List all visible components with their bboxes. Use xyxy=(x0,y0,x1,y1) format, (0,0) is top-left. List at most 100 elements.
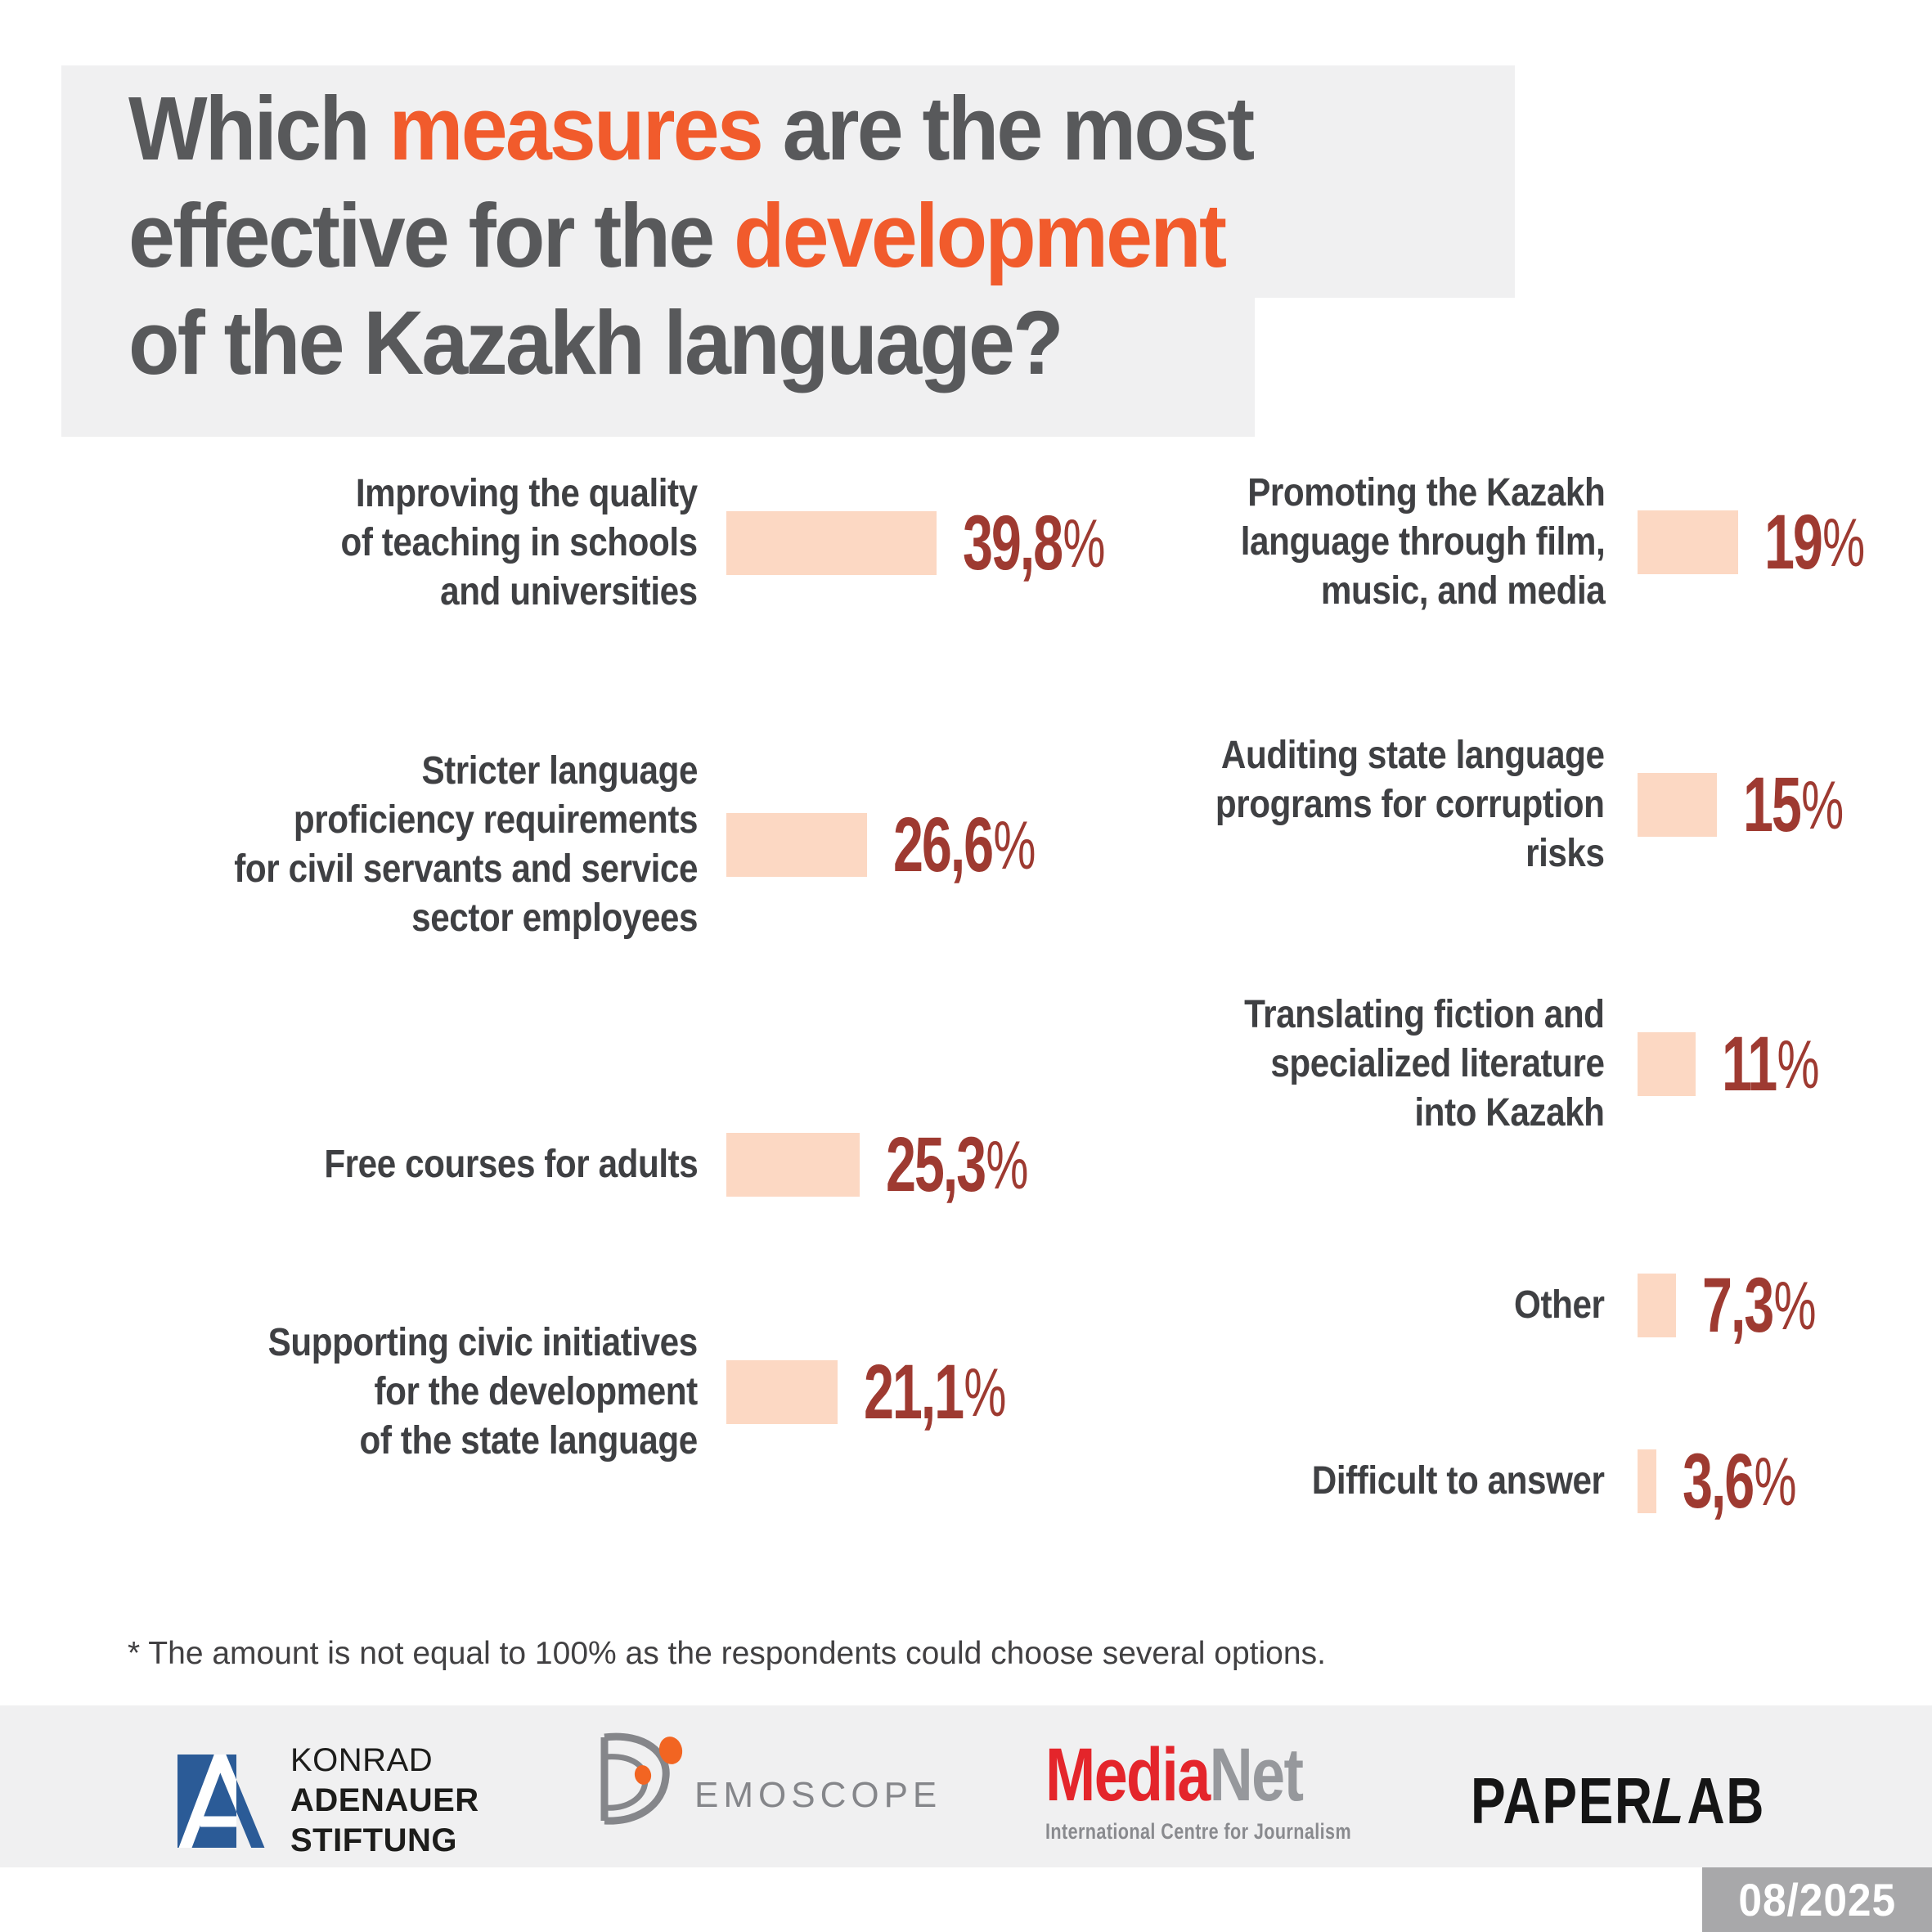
bar-value-percent-sign: % xyxy=(1822,503,1866,581)
title-background-lower xyxy=(61,298,1255,437)
title-background-upper xyxy=(61,65,1515,298)
bar-value-number: 7,3 xyxy=(1702,1261,1774,1349)
bar-label-line: risks xyxy=(1525,832,1606,875)
paperlab-part2: AB xyxy=(1687,1764,1766,1837)
bar-label: Stricter language proficiency requirement… xyxy=(234,747,698,943)
paperlab-part1: PAPER xyxy=(1471,1764,1654,1837)
medianet-tagline: International Centre for Journalism xyxy=(1045,1819,1352,1844)
bar-label: Improving the quality of teaching in scho… xyxy=(340,470,699,617)
bar-value-number: 11 xyxy=(1722,1020,1777,1108)
bar xyxy=(726,511,937,575)
bar-label-line: Auditing state language xyxy=(1221,734,1605,777)
bar-label: Free courses for adults xyxy=(324,1140,698,1189)
bar-label: Auditing state language programs for corr… xyxy=(1215,731,1605,878)
bar-value-percent-sign: % xyxy=(964,1353,1007,1431)
bar-label: Translating fiction and specialized liter… xyxy=(1244,991,1606,1138)
title-text-segment: are the most xyxy=(761,79,1256,179)
medianet-wordmark: MediaNet xyxy=(1045,1737,1351,1813)
bar-label-line: for the development xyxy=(374,1370,699,1413)
bar-label-line: into Kazakh xyxy=(1414,1091,1606,1134)
demoscope-wordmark: EMOSCOPE xyxy=(694,1775,942,1815)
bar-value-number: 25,3 xyxy=(886,1121,986,1208)
bar xyxy=(726,1133,860,1197)
bar-value-percent-sign: % xyxy=(1801,766,1844,843)
bar-value: 39,8% xyxy=(963,500,1105,586)
medianet-word-media: Media xyxy=(1045,1733,1211,1817)
kas-wordmark: KONRAD ADENAUER STIFTUNG xyxy=(290,1741,479,1861)
bar-value-number: 26,6 xyxy=(893,801,994,888)
bar-label-line: Promoting the Kazakh xyxy=(1247,471,1606,514)
bar-label: Promoting the Kazakh language through fil… xyxy=(1240,469,1605,616)
bar-label-line: Stricter language xyxy=(421,749,698,793)
kas-line2: ADENAUER xyxy=(290,1782,479,1818)
bar-label-line: Free courses for adults xyxy=(323,1143,698,1186)
bar-value-percent-sign: % xyxy=(1773,1266,1817,1344)
bar-label-line: and universities xyxy=(440,570,698,613)
bar-value: 7,3% xyxy=(1702,1262,1817,1349)
bar xyxy=(1638,773,1717,837)
bar-label-line: music, and media xyxy=(1320,569,1606,613)
bar-value-number: 19 xyxy=(1764,498,1823,586)
bar-label-line: Difficult to answer xyxy=(1312,1459,1605,1503)
bar-value-number: 39,8 xyxy=(963,499,1063,586)
bar-value-percent-sign: % xyxy=(1777,1025,1820,1103)
bar-label-line: language through film, xyxy=(1240,520,1605,564)
bar-label-line: of teaching in schools xyxy=(340,521,699,564)
bar-value: 19% xyxy=(1764,499,1865,586)
bar-label-line: Improving the quality xyxy=(356,472,698,515)
bar-label-line: for civil servants and service xyxy=(234,847,698,891)
bar-label-line: of the state language xyxy=(359,1419,699,1462)
bar-label-line: sector employees xyxy=(411,896,698,940)
bar xyxy=(1638,1449,1656,1513)
demoscope-logo: EMOSCOPE xyxy=(591,1732,941,1826)
bar-value: 11% xyxy=(1722,1021,1820,1108)
title-accent-word: measures xyxy=(389,79,764,179)
bar-value-percent-sign: % xyxy=(1754,1442,1797,1520)
bar xyxy=(726,1360,838,1424)
date-badge-label: 08/2025 xyxy=(1738,1874,1896,1925)
bar-value: 26,6% xyxy=(893,802,1036,888)
bar-value: 3,6% xyxy=(1683,1438,1797,1525)
bar-value-percent-sign: % xyxy=(1063,504,1106,582)
bar-label: Difficult to answer xyxy=(1312,1457,1605,1506)
title-text-segment: effective for the xyxy=(128,186,734,286)
kas-a-icon xyxy=(177,1754,265,1848)
bar-value-percent-sign: % xyxy=(993,806,1036,883)
title-text-segment: Which xyxy=(128,79,389,179)
footnote: * The amount is not equal to 100% as the… xyxy=(128,1636,1326,1671)
title-line: Which measures are the most xyxy=(128,75,1256,182)
bar-value: 15% xyxy=(1743,762,1844,848)
date-badge: 08/2025 xyxy=(1702,1867,1932,1932)
bar-value: 25,3% xyxy=(886,1121,1028,1208)
bar-label: Supporting civic initiatives for the deve… xyxy=(267,1319,699,1466)
bar-label: Other xyxy=(1514,1281,1606,1330)
demoscope-mark-icon xyxy=(600,1732,683,1825)
bar-value-number: 3,6 xyxy=(1683,1437,1755,1525)
bar xyxy=(1638,1274,1676,1337)
kas-line3: STIFTUNG xyxy=(290,1822,457,1858)
title-text-segment: of the Kazakh language? xyxy=(128,293,1064,393)
bar xyxy=(1638,1032,1696,1096)
bar xyxy=(726,813,867,877)
footer-band xyxy=(0,1705,1932,1867)
bar xyxy=(1638,510,1738,574)
bar-value-percent-sign: % xyxy=(986,1126,1029,1203)
title-line: of the Kazakh language? xyxy=(128,290,1252,397)
kas-logo: KONRAD ADENAUER STIFTUNG xyxy=(177,1741,479,1861)
medianet-logo: MediaNet International Centre for Journa… xyxy=(1045,1737,1351,1844)
kas-line1: KONRAD xyxy=(290,1742,434,1778)
medianet-word-net: Net xyxy=(1209,1733,1304,1817)
bar-label-line: Supporting civic initiatives xyxy=(267,1321,699,1364)
bar-label-line: programs for corruption xyxy=(1215,783,1605,826)
bar-value-number: 21,1 xyxy=(864,1348,964,1436)
bar-value-number: 15 xyxy=(1743,761,1802,848)
bar-label-line: proficiency requirements xyxy=(293,798,699,842)
bar-label-line: Other xyxy=(1514,1283,1606,1327)
bar-label-line: specialized literature xyxy=(1270,1042,1606,1085)
bar-value: 21,1% xyxy=(864,1349,1006,1436)
title-line: effective for the development xyxy=(128,182,1252,290)
bar-label-line: Translating fiction and xyxy=(1244,993,1606,1036)
page-title: Which measures are the most effective for… xyxy=(128,75,1256,397)
title-accent-word: development xyxy=(733,186,1227,286)
